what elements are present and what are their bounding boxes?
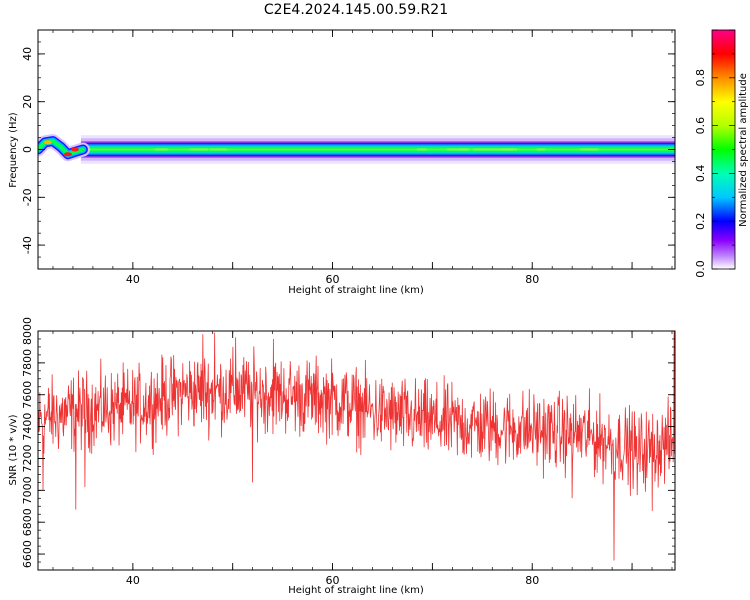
spectrogram-panel: 40 60 80 -40 -20 0 20 40 Height of straight lin… xyxy=(8,29,676,296)
snr-ylabel: SNR (10 * v/v) xyxy=(8,414,19,485)
y-tick-label: 40 xyxy=(21,47,34,61)
colorbar: 0.0 0.2 0.4 0.6 0.8 Normalized spectral ampl… xyxy=(694,29,749,278)
colorbar-ticks: 0.0 0.2 0.4 0.6 0.8 xyxy=(694,29,736,278)
band-streak xyxy=(155,148,168,151)
band-streak xyxy=(189,148,208,151)
y-tick-label: 7400 xyxy=(21,413,34,441)
colorbar-tick-label: 0.2 xyxy=(694,212,707,230)
spectral-band xyxy=(38,134,675,164)
x-tick-label: 80 xyxy=(525,574,539,587)
y-tick-label: 6800 xyxy=(21,508,34,536)
y-tick-label: 7800 xyxy=(21,349,34,377)
snr-series-line xyxy=(38,331,675,561)
band-layer xyxy=(80,148,675,151)
amplitude-peak xyxy=(70,147,79,152)
colorbar-tick-label: 0.4 xyxy=(694,165,707,183)
spectrogram-ylabel: Frequency (Hz) xyxy=(8,112,19,188)
x-tick-label: 60 xyxy=(326,574,340,587)
band-streak xyxy=(488,148,506,151)
colorbar-tick-label: 0.8 xyxy=(694,69,707,87)
y-tick-label: 0 xyxy=(21,146,34,153)
y-tick-label: 7600 xyxy=(21,381,34,409)
band-streak xyxy=(417,148,427,151)
y-tick-label: 7000 xyxy=(21,476,34,504)
x-tick-label: 40 xyxy=(126,574,140,587)
y-tick-label: 8000 xyxy=(21,317,34,345)
x-tick-label: 40 xyxy=(126,273,140,286)
snr-xlabel: Height of straight line (km) xyxy=(288,585,424,596)
band-streak xyxy=(209,148,227,151)
colorbar-label: Normalized spectral amplitude xyxy=(738,73,749,227)
colorbar-tick-label: 0.6 xyxy=(694,117,707,135)
band-streak xyxy=(580,148,598,151)
spectrogram-axes: 40 60 80 -40 -20 0 20 40 xyxy=(21,29,676,286)
y-tick-label: 7200 xyxy=(21,444,34,472)
colorbar-frame xyxy=(711,29,736,270)
snr-axes: 40 60 80 6600 6800 7000 7200 7400 7600 7800 8000 xyxy=(21,317,676,587)
colorbar-tick-label: 0.0 xyxy=(694,260,707,278)
x-tick-label: 80 xyxy=(525,273,539,286)
amplitude-peak xyxy=(43,140,52,145)
band-streak xyxy=(536,148,546,151)
y-tick-label: -40 xyxy=(21,236,34,254)
y-tick-label: 6600 xyxy=(21,540,34,568)
band-streak xyxy=(446,148,467,151)
spectrogram-xlabel: Height of straight line (km) xyxy=(288,285,424,296)
snr-panel: 40 60 80 6600 6800 7000 7200 7400 7600 7800 8000 H… xyxy=(8,317,676,596)
y-tick-label: 20 xyxy=(21,95,34,109)
band-streak xyxy=(501,148,513,151)
x-tick-label: 60 xyxy=(326,273,340,286)
colorbar-gradient xyxy=(712,30,735,269)
y-tick-label: -20 xyxy=(21,188,34,206)
band-streak xyxy=(472,148,489,151)
amplitude-peak xyxy=(63,152,72,157)
figure-title: C2E4.2024.145.00.59.R21 xyxy=(264,2,448,18)
